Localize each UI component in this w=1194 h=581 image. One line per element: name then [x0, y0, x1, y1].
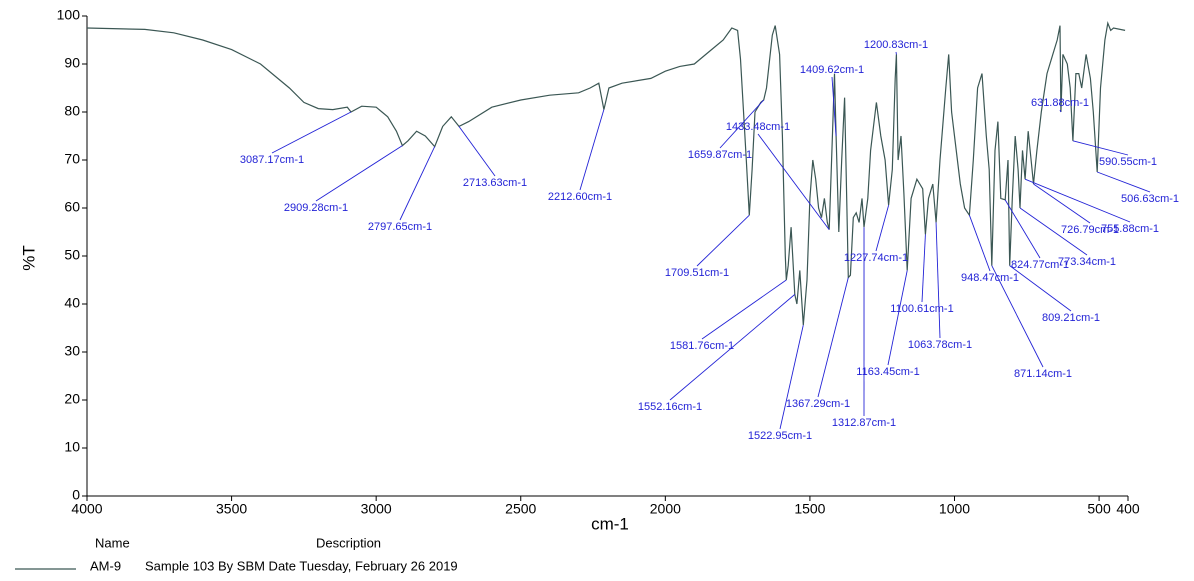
- y-tick-label: 10: [64, 439, 80, 455]
- peak-label: 1581.76cm-1: [670, 340, 734, 352]
- peak-leader: [1004, 199, 1041, 259]
- peak-label: 1063.78cm-1: [908, 339, 972, 351]
- peak-leader: [1059, 109, 1062, 113]
- peak-label: 2212.60cm-1: [548, 191, 612, 203]
- peak-label: 1312.87cm-1: [832, 417, 896, 429]
- peak-leader: [271, 111, 352, 154]
- peak-leader: [458, 126, 496, 177]
- y-tick-label: 40: [64, 295, 80, 311]
- peak-label: 1522.95cm-1: [748, 430, 812, 442]
- y-tick-label: 70: [64, 151, 80, 167]
- peak-leader: [779, 325, 804, 430]
- x-tick-label: 1500: [794, 501, 825, 517]
- x-tick-label: 2000: [650, 501, 681, 517]
- peak-leader: [968, 215, 991, 272]
- y-tick-label: 20: [64, 391, 80, 407]
- peak-label: 871.14cm-1: [1014, 368, 1072, 380]
- y-tick-label: 90: [64, 55, 80, 71]
- peak-leader: [757, 133, 830, 230]
- peak-label: 948.47cm-1: [961, 272, 1019, 284]
- y-tick-label: 0: [72, 487, 80, 503]
- peak-label: 755.88cm-1: [1101, 223, 1159, 235]
- peak-leader: [991, 265, 1044, 368]
- peak-label: 1552.16cm-1: [638, 401, 702, 413]
- peak-leader: [875, 205, 890, 252]
- peak-label: 726.79cm-1: [1061, 224, 1119, 236]
- legend-name: AM-9: [90, 558, 121, 573]
- y-tick-label: 30: [64, 343, 80, 359]
- peak-label: 1100.61cm-1: [890, 303, 953, 315]
- y-tick-label: 60: [64, 199, 80, 215]
- x-tick-label: 1000: [939, 501, 970, 517]
- peak-leader: [887, 270, 908, 366]
- peak-leader: [701, 279, 787, 340]
- spectrum-line: [86, 21, 1126, 326]
- peak-leader: [1033, 183, 1091, 224]
- peak-label: 1659.87cm-1: [688, 149, 752, 161]
- peak-label: 631.88cm-1: [1031, 97, 1089, 109]
- x-tick-label: 4000: [71, 501, 102, 517]
- peak-label: 1200.83cm-1: [864, 39, 928, 51]
- x-tick-label: 3000: [361, 501, 392, 517]
- peak-label: 1227.74cm-1: [844, 252, 908, 264]
- peak-label: 1163.45cm-1: [856, 366, 919, 378]
- peak-label: 590.55cm-1: [1099, 156, 1157, 168]
- x-tick-label: 2500: [505, 501, 536, 517]
- peak-label: 809.21cm-1: [1042, 312, 1100, 324]
- peak-label: 1433.48cm-1: [726, 121, 790, 133]
- peak-label: 2713.63cm-1: [463, 177, 527, 189]
- x-tick-label: 3500: [216, 501, 247, 517]
- x-tick-label: 400: [1116, 501, 1140, 517]
- peak-label: 3087.17cm-1: [240, 154, 304, 166]
- peak-leader: [831, 76, 837, 137]
- peak-label: 1709.51cm-1: [665, 267, 729, 279]
- peak-label: 824.77cm-1: [1011, 259, 1069, 271]
- legend-header: Name: [95, 535, 130, 550]
- peak-leader: [399, 146, 436, 221]
- legend-header: Description: [316, 535, 381, 550]
- peak-label: 1409.62cm-1: [800, 64, 864, 76]
- y-tick-label: 50: [64, 247, 80, 263]
- peak-leader: [1019, 207, 1088, 256]
- peak-leader: [1097, 171, 1151, 193]
- peak-leader: [817, 277, 849, 398]
- peak-leader: [696, 214, 750, 267]
- peak-leader: [315, 145, 403, 202]
- peak-leader: [921, 234, 926, 303]
- y-tick-label: 100: [57, 7, 81, 23]
- peak-leader: [1072, 140, 1129, 156]
- peak-label: 1367.29cm-1: [786, 398, 850, 410]
- legend-description: Sample 103 By SBM Date Tuesday, February…: [145, 558, 458, 573]
- peak-label: 2909.28cm-1: [284, 202, 348, 214]
- peak-leader: [1024, 178, 1131, 223]
- peak-leader: [579, 109, 605, 191]
- y-axis-title: %T: [19, 245, 38, 271]
- peak-leader: [1009, 265, 1072, 312]
- peak-leader: [935, 222, 941, 339]
- peak-label: 2797.65cm-1: [368, 221, 432, 233]
- x-tick-label: 500: [1087, 501, 1111, 517]
- peak-leader: [669, 294, 796, 401]
- y-tick-label: 80: [64, 103, 80, 119]
- x-axis-title: cm-1: [591, 514, 629, 533]
- peak-leader: [719, 99, 765, 149]
- peak-label: 773.34cm-1: [1058, 256, 1116, 268]
- peak-label: 506.63cm-1: [1121, 193, 1179, 205]
